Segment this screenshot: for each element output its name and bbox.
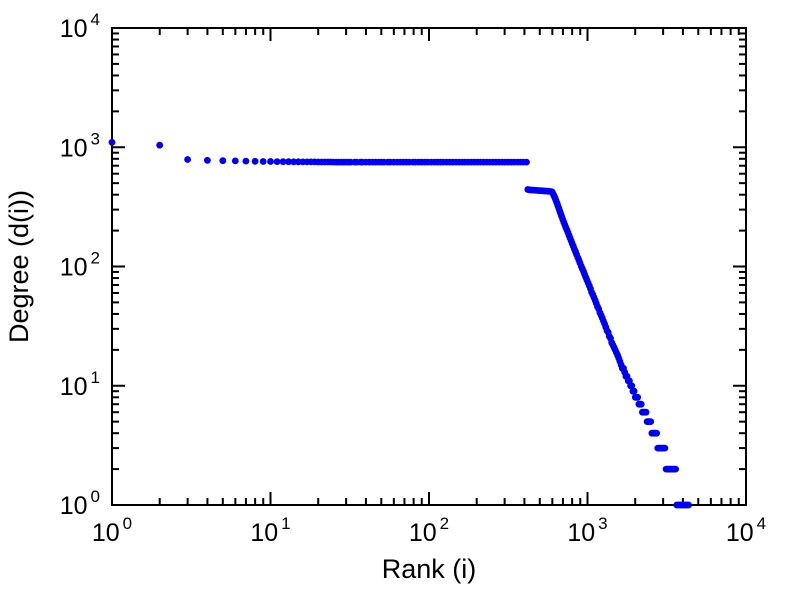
data-point [267,158,274,165]
data-point [279,158,287,166]
data-point [647,418,655,425]
data-point [642,408,650,416]
data-point [672,465,679,473]
data-point [231,157,239,165]
data-point [637,400,645,408]
data-point [156,141,164,149]
y-tick-label: 10 0 [60,487,100,520]
data-point [285,158,292,166]
y-tick-label: 10 2 [60,249,100,282]
x-tick-labels: 10 0 10 1 10 2 10 3 10 4 [92,514,766,547]
data-point [290,158,298,166]
x-tick-label: 10 3 [567,514,607,547]
data-point [661,444,669,452]
y-axis-label: Degree (d(i)) [4,189,34,344]
data-point [634,393,642,401]
x-axis-label: Rank (i) [381,554,477,584]
data-point [204,156,211,164]
x-tick-label: 10 0 [92,514,132,547]
x-tick-label: 10 2 [409,514,449,547]
data-point [273,158,281,166]
x-tick-label: 10 1 [250,514,290,547]
data-point [219,157,227,165]
data-point [259,158,267,165]
data-point [630,387,638,395]
data-point [523,158,530,166]
axis-ticks [111,27,747,506]
data-point [685,501,692,509]
y-tick-label: 10 3 [60,129,100,162]
data-point [628,382,636,390]
data-point [251,157,259,165]
data-point [242,157,250,165]
y-tick-label: 10 1 [60,368,100,401]
data-point [653,429,660,437]
y-tick-label: 10 4 [60,10,100,43]
x-tick-label: 10 4 [726,514,766,547]
data-points [108,138,692,509]
data-point [184,156,192,163]
data-point [108,138,116,146]
